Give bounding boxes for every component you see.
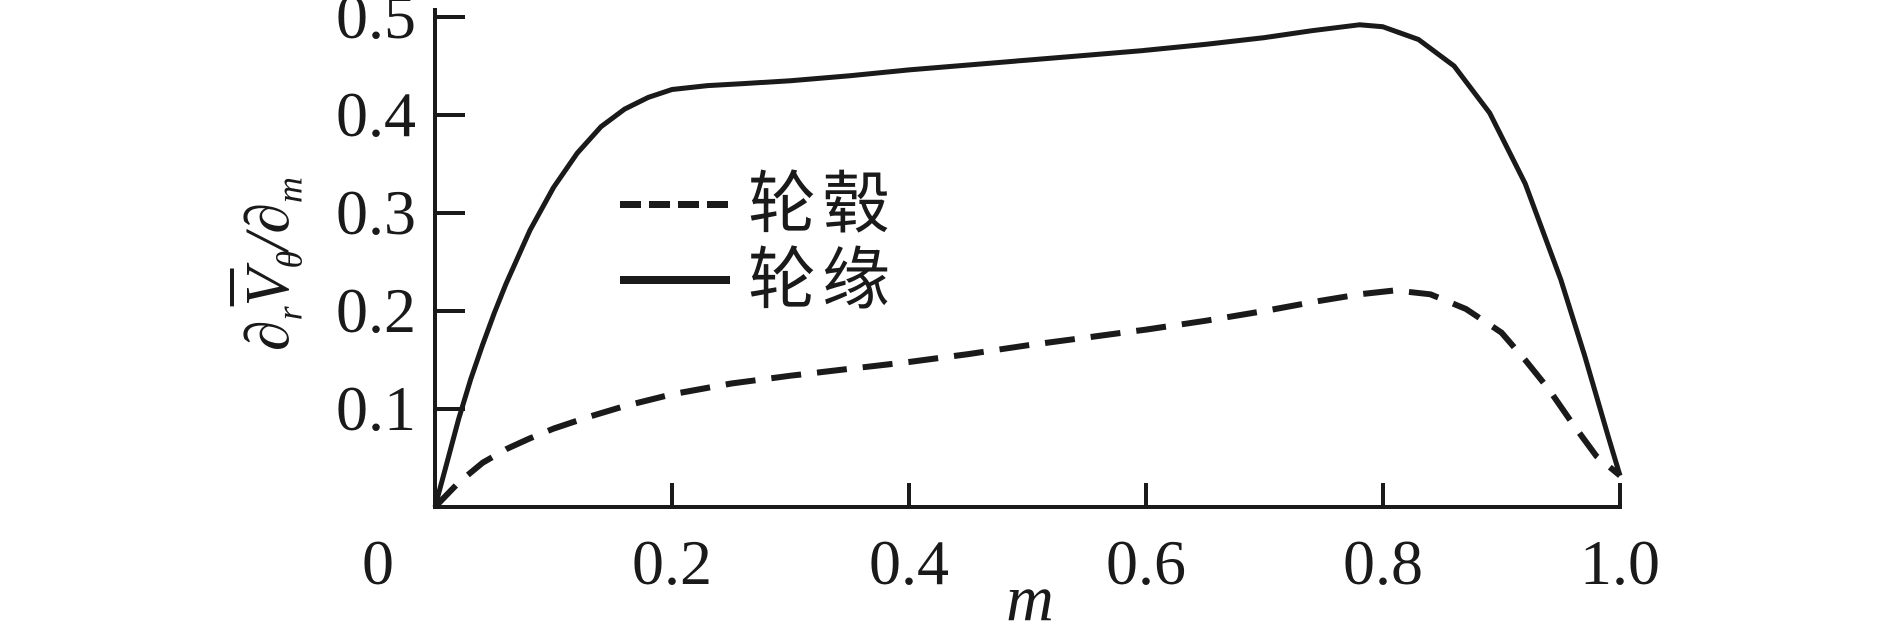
series-line-dashed xyxy=(432,287,1622,510)
x-tick-label: 1.0 xyxy=(1580,527,1660,598)
x-tick-label: 0.2 xyxy=(632,527,712,598)
partial-symbol: ∂ xyxy=(234,320,302,352)
legend-label-rim: 轮缘 xyxy=(748,242,897,318)
x-tick-label: 0 xyxy=(362,527,394,598)
solid-line-swatch xyxy=(620,276,730,284)
y-axis-title: ∂rVθ/∂m xyxy=(234,177,309,352)
y-tick-label: 0.5 xyxy=(336,0,416,52)
x-tick-label: 0.4 xyxy=(869,527,949,598)
partial-symbol-2: ∂ xyxy=(234,202,302,234)
y-tick-label: 0.1 xyxy=(336,373,416,444)
legend-label-hub: 轮毂 xyxy=(748,166,897,242)
v-bar-symbol: V xyxy=(234,268,302,307)
subscript-m: m xyxy=(269,176,310,203)
legend-item-hub: 轮毂 xyxy=(620,166,896,242)
slash-symbol: / xyxy=(234,233,302,251)
axis-spine xyxy=(433,8,1622,509)
x-axis-title: m xyxy=(1006,562,1054,632)
legend-item-rim: 轮缘 xyxy=(620,242,896,318)
legend: 轮毂 轮缘 xyxy=(620,166,896,318)
x-tick-label: 0.6 xyxy=(1106,527,1186,598)
x-tick-label: 0.8 xyxy=(1343,527,1423,598)
y-tick-label: 0.4 xyxy=(336,79,416,150)
subscript-r: r xyxy=(269,306,310,321)
y-tick-label: 0.2 xyxy=(336,275,416,346)
y-tick-label: 0.3 xyxy=(336,177,416,248)
dashed-line-swatch xyxy=(620,200,730,208)
series-line-solid xyxy=(432,22,1623,508)
subscript-theta: θ xyxy=(269,250,310,269)
